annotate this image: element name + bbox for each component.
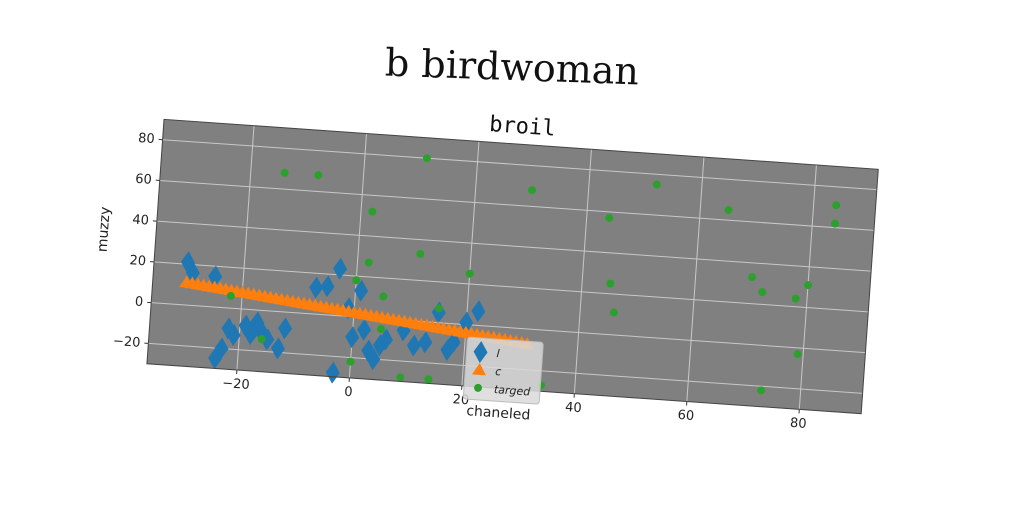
data-point-l xyxy=(214,337,229,360)
y-tick-label: 40 xyxy=(132,212,150,228)
x-gridline xyxy=(573,149,592,394)
data-point-l xyxy=(226,324,241,346)
data-point-l xyxy=(309,276,324,299)
data-point-l xyxy=(459,311,474,334)
data-point-targed xyxy=(379,292,388,301)
data-point-targed xyxy=(724,205,733,214)
y-tick-label: 60 xyxy=(135,172,153,188)
data-point-targed xyxy=(528,186,537,195)
data-point-l xyxy=(185,261,200,284)
data-point-l xyxy=(221,317,236,340)
data-point-targed xyxy=(758,288,767,297)
x-tick-label: −20 xyxy=(222,376,250,393)
x-gridline xyxy=(686,157,705,402)
data-point-targed xyxy=(424,375,433,384)
plot-area xyxy=(146,119,879,414)
x-tick-label: 80 xyxy=(790,416,808,432)
legend: lc targed xyxy=(462,336,544,405)
chart-title: broil xyxy=(488,112,556,142)
legend-label-l: l xyxy=(496,347,500,360)
y-gridline xyxy=(156,220,872,272)
data-point-l xyxy=(250,311,265,334)
data-point-l xyxy=(471,300,486,323)
data-point-l xyxy=(406,334,421,357)
y-gridline xyxy=(154,261,869,313)
data-point-targed xyxy=(435,304,444,313)
data-point-targed xyxy=(609,308,618,317)
y-tick-label: 80 xyxy=(138,131,156,147)
data-point-targed xyxy=(830,219,839,228)
y-gridline xyxy=(159,179,875,231)
data-point-targed xyxy=(368,207,377,216)
data-point-l xyxy=(345,326,360,349)
data-point-targed xyxy=(748,273,757,282)
data-point-l xyxy=(320,275,335,298)
data-point-l xyxy=(378,328,393,351)
data-point-targed xyxy=(396,373,405,382)
data-point-targed xyxy=(791,294,800,303)
data-point-l xyxy=(238,314,253,337)
data-point-l xyxy=(354,279,369,302)
data-point-targed xyxy=(280,168,289,177)
data-point-l xyxy=(446,331,461,354)
data-point-targed xyxy=(832,201,841,210)
data-point-l xyxy=(418,331,433,354)
y-tick-label: 0 xyxy=(134,295,143,311)
data-point-targed xyxy=(377,324,386,333)
x-axis-label: chaneled xyxy=(466,403,531,423)
y-gridline xyxy=(162,139,877,191)
data-point-targed xyxy=(364,258,373,267)
legend-marker-l xyxy=(473,341,488,363)
x-gridline xyxy=(236,125,255,371)
data-point-l xyxy=(260,328,275,351)
data-point-targed xyxy=(346,357,355,366)
legend-label-c: c xyxy=(495,365,502,378)
x-tick-label: 60 xyxy=(677,408,695,424)
legend-marker-targed xyxy=(474,383,483,392)
y-axis-label: muzzy xyxy=(95,206,114,253)
y-tick-label: 20 xyxy=(129,253,147,269)
x-gridline xyxy=(461,141,480,386)
data-point-l xyxy=(270,337,285,360)
legend-marker-c xyxy=(471,362,486,376)
data-point-l xyxy=(366,348,381,371)
x-tick-label: 40 xyxy=(565,400,583,416)
data-point-l xyxy=(180,251,195,274)
data-point-targed xyxy=(757,386,766,395)
data-point-l xyxy=(278,317,293,340)
data-point-targed xyxy=(422,154,431,163)
data-point-targed xyxy=(352,276,361,285)
data-point-targed xyxy=(605,214,614,223)
data-point-targed xyxy=(314,171,323,180)
data-point-l xyxy=(325,361,340,384)
data-point-l xyxy=(361,339,376,362)
data-point-targed xyxy=(226,291,235,300)
data-point-l xyxy=(208,265,223,288)
data-point-targed xyxy=(257,335,266,344)
data-point-l xyxy=(333,257,348,280)
data-point-l xyxy=(357,318,372,341)
figure-suptitle: b birdwoman xyxy=(384,41,639,94)
x-tick-label: 0 xyxy=(344,385,353,401)
data-point-targed xyxy=(606,279,615,288)
data-point-targed xyxy=(652,180,661,189)
legend-label-targed: targed xyxy=(494,383,532,399)
y-tick-label: −20 xyxy=(112,334,140,351)
y-gridline xyxy=(151,302,866,354)
data-point-targed xyxy=(416,249,425,258)
data-point-targed xyxy=(793,349,802,358)
data-point-targed xyxy=(803,281,812,290)
data-point-targed xyxy=(465,269,474,278)
